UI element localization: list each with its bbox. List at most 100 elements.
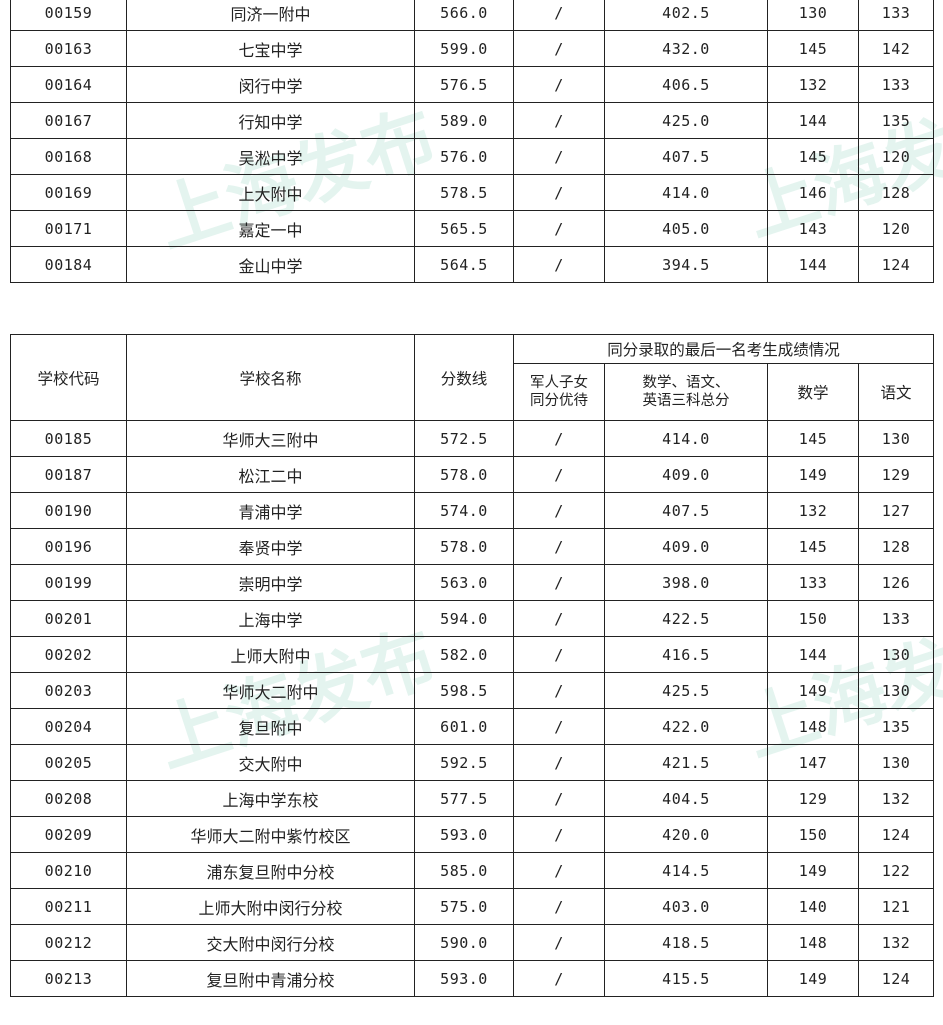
school-name-cell: 上师大附中闵行分校: [126, 888, 415, 925]
three-subject-total-cell: 394.5: [604, 246, 768, 283]
school-code-cell: 00196: [10, 528, 127, 565]
three-subject-total-cell: 414.0: [604, 420, 768, 457]
chinese-score-cell: 142: [858, 30, 934, 67]
military-priority-cell: /: [513, 138, 605, 175]
three-subject-total-cell: 403.0: [604, 888, 768, 925]
math-score-cell: 150: [767, 816, 859, 853]
school-code-cell: 00171: [10, 210, 127, 247]
three-subject-total-cell: 409.0: [604, 456, 768, 493]
three-subject-total-cell: 425.0: [604, 102, 768, 139]
school-name-cell: 嘉定一中: [126, 210, 415, 247]
header-tie-group: 同分录取的最后一名考生成绩情况: [512, 334, 935, 364]
military-priority-cell: /: [513, 492, 605, 529]
military-priority-cell: /: [513, 852, 605, 889]
military-priority-cell: /: [513, 816, 605, 853]
table-row: 00163 七宝中学 599.0/432.0 145 142: [10, 30, 934, 67]
three-subject-total-cell: 409.0: [604, 528, 768, 565]
military-priority-cell: /: [513, 210, 605, 247]
school-code-cell: 00184: [10, 246, 127, 283]
military-priority-cell: /: [513, 420, 605, 457]
chinese-score-cell: 128: [857, 528, 935, 565]
math-score-cell: 132: [767, 66, 859, 103]
school-code-cell: 00169: [10, 174, 127, 211]
score-line-cell: 578.0: [414, 456, 514, 493]
header-chinese: 语文: [857, 363, 935, 421]
military-priority-cell: /: [513, 66, 605, 103]
math-score-cell: 146: [767, 174, 859, 211]
math-score-cell: 130: [767, 0, 859, 31]
score-line-cell: 590.0: [414, 924, 514, 961]
school-name-cell: 崇明中学: [126, 564, 415, 601]
school-name-cell: 华师大三附中: [126, 420, 415, 457]
school-code-cell: 00209: [10, 816, 127, 853]
chinese-score-cell: 129: [857, 456, 935, 493]
school-name-cell: 青浦中学: [126, 492, 415, 529]
three-subject-total-cell: 407.5: [604, 138, 768, 175]
math-score-cell: 133: [767, 564, 859, 601]
school-code-cell: 00163: [10, 30, 127, 67]
chinese-score-cell: 120: [858, 210, 934, 247]
chinese-score-cell: 130: [857, 420, 935, 457]
score-line-cell: 578.5: [414, 174, 514, 211]
three-subject-total-cell: 402.5: [604, 0, 768, 31]
chinese-score-cell: 120: [858, 138, 934, 175]
math-score-cell: 149: [767, 960, 859, 997]
score-line-cell: 574.0: [414, 492, 514, 529]
military-priority-cell: /: [513, 0, 605, 31]
three-subject-total-cell: 422.0: [604, 708, 768, 745]
score-line-cell: 601.0: [414, 708, 514, 745]
header-math: 数学: [767, 363, 859, 421]
three-subject-total-cell: 407.5: [604, 492, 768, 529]
three-subject-total-cell: 398.0: [604, 564, 768, 601]
chinese-score-cell: 132: [857, 780, 935, 817]
math-score-cell: 145: [767, 528, 859, 565]
math-score-cell: 149: [767, 672, 859, 709]
school-name-cell: 华师大二附中紫竹校区: [126, 816, 415, 853]
chinese-score-cell: 127: [857, 492, 935, 529]
military-priority-cell: /: [513, 30, 605, 67]
military-priority-cell: /: [513, 924, 605, 961]
math-score-cell: 129: [767, 780, 859, 817]
three-subject-total-cell: 416.5: [604, 636, 768, 673]
math-score-cell: 149: [767, 852, 859, 889]
admission-table-1: 00159 同济一附中 566.0/402.5 130 133 00163 七宝中学 599.…: [10, 0, 934, 283]
header-military-line1: 军人子女: [530, 375, 588, 391]
score-line-cell: 585.0: [414, 852, 514, 889]
math-score-cell: 147: [767, 744, 859, 781]
table-row: 00208 上海中学东校 577.5/404.5 129 132: [10, 780, 935, 817]
school-code-cell: 00187: [10, 456, 127, 493]
table-row: 00164 闵行中学 576.5/406.5 132 133: [10, 66, 934, 103]
school-name-cell: 七宝中学: [126, 30, 415, 67]
score-line-cell: 598.5: [414, 672, 514, 709]
chinese-score-cell: 128: [858, 174, 934, 211]
table-row: 00201 上海中学 594.0/422.5 150 133: [10, 600, 935, 637]
school-code-cell: 00201: [10, 600, 127, 637]
header-three-subject-total: 数学、语文、 英语三科总分: [604, 363, 768, 421]
chinese-score-cell: 130: [857, 744, 935, 781]
military-priority-cell: /: [513, 528, 605, 565]
school-code-cell: 00210: [10, 852, 127, 889]
school-name-cell: 复旦附中: [126, 708, 415, 745]
math-score-cell: 144: [767, 102, 859, 139]
score-line-cell: 592.5: [414, 744, 514, 781]
school-name-cell: 交大附中闵行分校: [126, 924, 415, 961]
score-line-cell: 576.5: [414, 66, 514, 103]
military-priority-cell: /: [513, 456, 605, 493]
header-total-line2: 英语三科总分: [642, 393, 730, 409]
score-line-cell: 566.0: [414, 0, 514, 31]
military-priority-cell: /: [513, 960, 605, 997]
school-name-cell: 复旦附中青浦分校: [126, 960, 415, 997]
table-row: 00168 吴淞中学 576.0/407.5 145 120: [10, 138, 934, 175]
three-subject-total-cell: 420.0: [604, 816, 768, 853]
header-total-line1: 数学、语文、: [642, 375, 730, 391]
table-row: 00199 崇明中学 563.0/398.0 133 126: [10, 564, 935, 601]
table-row: 00209 华师大二附中紫竹校区 593.0/420.0 150 124: [10, 816, 935, 853]
math-score-cell: 145: [767, 420, 859, 457]
military-priority-cell: /: [513, 708, 605, 745]
military-priority-cell: /: [513, 780, 605, 817]
math-score-cell: 140: [767, 888, 859, 925]
three-subject-total-cell: 405.0: [604, 210, 768, 247]
math-score-cell: 148: [767, 924, 859, 961]
chinese-score-cell: 126: [857, 564, 935, 601]
table-row: 00167 行知中学 589.0/425.0 144 135: [10, 102, 934, 139]
